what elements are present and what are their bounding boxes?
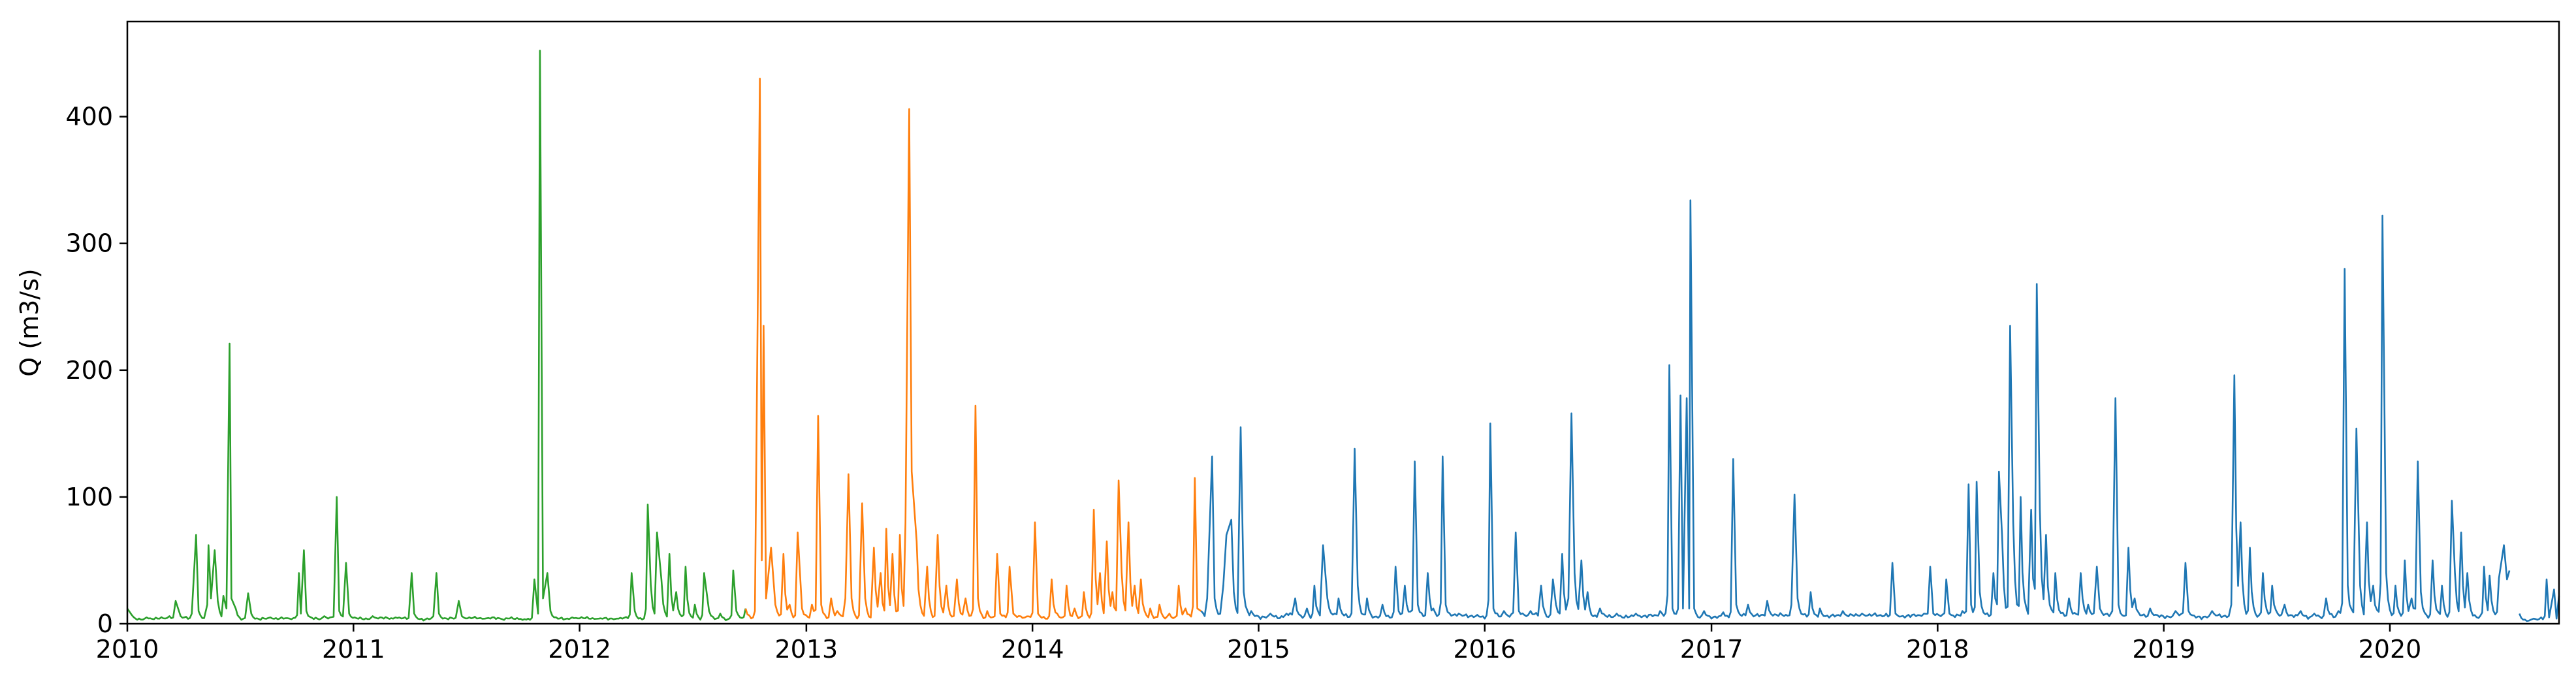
plot-frame [126,20,2560,625]
x-tick-label: 2013 [775,635,838,664]
series-line-3 [1200,199,2511,620]
x-tick-label: 2014 [1001,635,1064,664]
series-line-4 [2519,578,2560,622]
x-tick-label: 2016 [1453,635,1516,664]
x-tick-label: 2010 [96,635,159,664]
series-line-2 [744,78,1202,620]
x-tick-label: 2015 [1227,635,1290,664]
x-tick-label: 2020 [2359,635,2422,664]
y-tick-label: 100 [65,483,113,511]
x-tick-label: 2017 [1680,635,1743,664]
x-tick-label: 2019 [2132,635,2195,664]
y-tick-label: 300 [65,229,113,258]
series-layer [126,50,2560,622]
y-tick-label: 200 [65,356,113,385]
x-tick-label: 2012 [548,635,611,664]
y-axis-title: Q (m3/s) [15,268,44,376]
series-line-1 [126,50,747,622]
y-tick-label: 400 [65,103,113,131]
y-tick-label: 0 [97,609,113,638]
x-tick-label: 2011 [322,635,385,664]
tick-layer: 2010 2011 2012 2013 2014 2015 2016 2017 2018 2019… [65,103,2421,664]
x-tick-label: 2018 [1906,635,1969,664]
